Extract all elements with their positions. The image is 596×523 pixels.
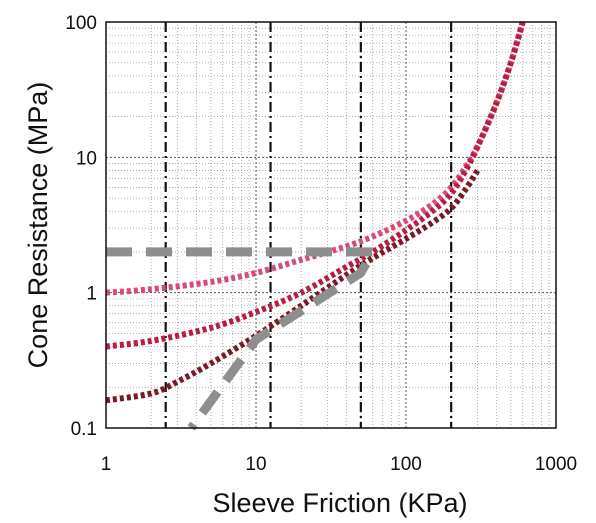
series-line <box>105 21 526 350</box>
x-tick-label: 1 <box>101 454 112 475</box>
y-tick-label: 0.1 <box>71 419 97 440</box>
plot-frame <box>105 21 557 429</box>
y-tick-label: 10 <box>76 148 97 169</box>
reference-lines <box>164 22 453 428</box>
x-tick-label: 10 <box>245 454 266 475</box>
series-line <box>106 247 378 431</box>
x-tick-labels: 1 10 100 1000 <box>101 454 577 475</box>
series-line <box>105 168 481 404</box>
y-tick-label: 1 <box>86 284 97 305</box>
grid-major <box>105 22 556 429</box>
series-layer <box>105 21 526 431</box>
y-tick-label: 100 <box>65 13 97 34</box>
x-axis-title: Sleeve Friction (KPa) <box>212 488 467 518</box>
y-tick-labels: 0.1 1 10 100 <box>65 13 97 440</box>
grid-minor <box>106 22 556 428</box>
x-tick-label: 1000 <box>535 454 577 475</box>
y-axis-title: Cone Resistance (MPa) <box>23 82 53 369</box>
x-tick-label: 100 <box>390 454 422 475</box>
